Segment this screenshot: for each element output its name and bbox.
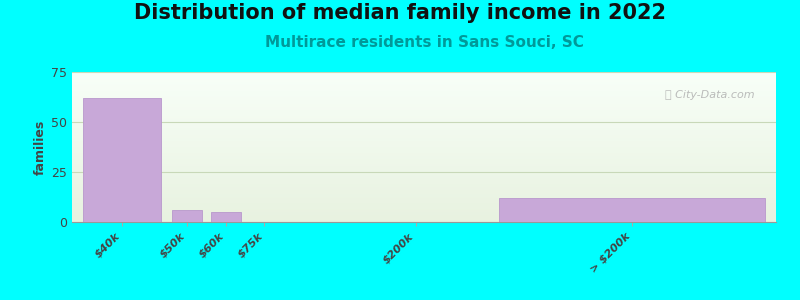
Bar [172, 210, 202, 222]
Text: ⓘ City-Data.com: ⓘ City-Data.com [666, 90, 755, 100]
Text: Distribution of median family income in 2022: Distribution of median family income in … [134, 3, 666, 23]
Bar [83, 98, 161, 222]
Title: Multirace residents in Sans Souci, SC: Multirace residents in Sans Souci, SC [265, 35, 583, 50]
Bar [499, 198, 765, 222]
Bar [210, 212, 241, 222]
Y-axis label: families: families [34, 119, 47, 175]
